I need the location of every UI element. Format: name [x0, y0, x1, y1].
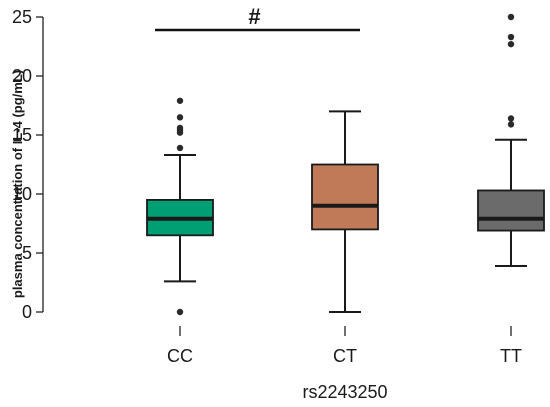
- y-axis-label: plasma concentration of IL-4 (pg/mL): [10, 70, 25, 298]
- y-tick-label: 10: [12, 184, 32, 204]
- outlier-point: [507, 33, 515, 41]
- y-tick-label: 20: [12, 66, 32, 86]
- significance-symbol: #: [248, 4, 260, 29]
- outlier-point: [176, 114, 184, 121]
- x-tick-label: CC: [167, 346, 193, 366]
- outlier-point: [507, 115, 515, 122]
- outlier-point: [507, 121, 515, 128]
- outlier-point: [176, 124, 184, 132]
- outlier-point: [507, 13, 515, 21]
- box-tt: [477, 13, 545, 267]
- iqr-box: [477, 189, 545, 232]
- x-axis-label: rs2243250: [302, 382, 387, 402]
- box-series: [146, 13, 545, 316]
- x-tick-label: TT: [500, 346, 522, 366]
- y-tick-label: 25: [12, 7, 32, 27]
- outlier-point: [176, 308, 184, 316]
- significance-annotation: #: [155, 4, 360, 32]
- box-cc: [146, 97, 214, 316]
- y-tick-label: 0: [22, 302, 32, 322]
- y-tick-label: 15: [12, 125, 32, 145]
- iqr-box: [311, 163, 379, 231]
- x-axis: CC CT TT: [167, 326, 522, 366]
- outlier-point: [507, 40, 515, 48]
- outlier-point: [176, 97, 184, 104]
- y-tick-label: 5: [22, 243, 32, 263]
- x-tick-label: CT: [333, 346, 357, 366]
- y-axis: 0 5 10 15 20 25: [12, 7, 44, 322]
- box-ct: [311, 110, 379, 313]
- outlier-point: [176, 144, 184, 152]
